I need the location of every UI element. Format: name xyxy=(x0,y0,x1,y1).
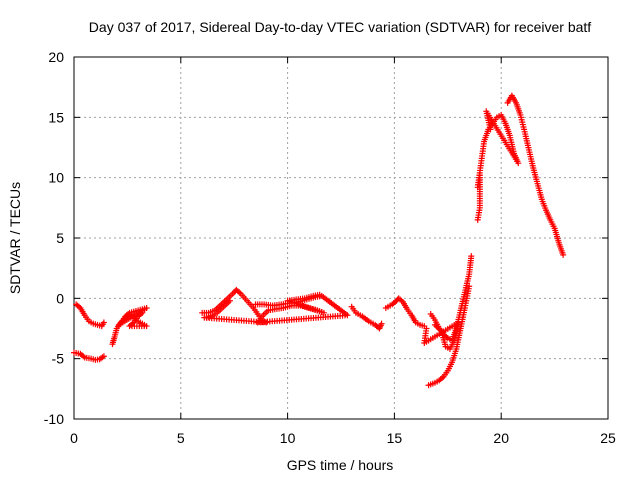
x-axis-label: GPS time / hours xyxy=(287,457,394,473)
chart-title: Day 037 of 2017, Sidereal Day-to-day VTE… xyxy=(89,19,592,35)
y-tick-label: 20 xyxy=(48,49,64,65)
y-tick-label: 15 xyxy=(48,109,64,125)
x-tick-label: 0 xyxy=(70,430,78,446)
y-tick-label: -5 xyxy=(52,351,65,367)
y-tick-labels: -10 -5 0 5 10 15 20 xyxy=(44,49,64,427)
x-tick-labels: 0 5 10 15 20 25 xyxy=(70,430,616,446)
data-point-marker xyxy=(100,353,107,360)
data-point-marker xyxy=(139,309,146,316)
x-tick-label: 10 xyxy=(280,430,296,446)
data-point-marker xyxy=(100,319,107,326)
data-point-marker xyxy=(378,320,385,327)
data-point-marker xyxy=(468,253,475,260)
grid xyxy=(74,57,608,419)
x-tick-label: 20 xyxy=(493,430,509,446)
data-point-marker xyxy=(466,283,473,290)
data-points xyxy=(71,92,567,389)
data-point-marker xyxy=(560,251,567,258)
data-point-marker xyxy=(487,126,494,133)
x-tick-label: 15 xyxy=(387,430,403,446)
x-tick-label: 5 xyxy=(177,430,185,446)
y-axis-label: SDTVAR / TECUs xyxy=(7,182,23,294)
data-point-marker xyxy=(316,291,323,298)
y-tick-label: 5 xyxy=(56,230,64,246)
y-tick-label: 0 xyxy=(56,290,64,306)
y-tick-label: -10 xyxy=(44,411,64,427)
x-tick-label: 25 xyxy=(600,430,616,446)
data-point-marker xyxy=(423,325,430,332)
axis-ticks xyxy=(73,56,609,420)
data-point-marker xyxy=(226,297,233,304)
y-tick-label: 10 xyxy=(48,170,64,186)
